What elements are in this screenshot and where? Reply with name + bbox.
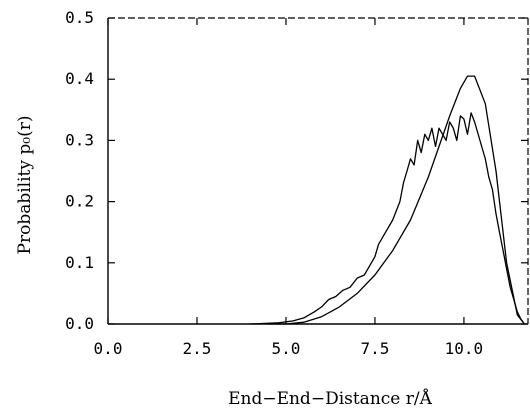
- series-line-smooth: [268, 75, 525, 325]
- y-tick-label: 0.1: [65, 253, 94, 272]
- y-tick-label: 0.0: [65, 314, 94, 333]
- y-axis-ticks: 0.0 0.1 0.2 0.3 0.4 0.5: [65, 8, 528, 333]
- x-axis-ticks: 0.0 2.5 5.0 7.5 10.0: [94, 18, 484, 358]
- x-tick-label: 2.5: [183, 339, 212, 358]
- y-tick-label: 0.5: [65, 8, 94, 27]
- x-tick-label: 10.0: [445, 339, 484, 358]
- x-tick-label: 0.0: [94, 339, 123, 358]
- x-axis-title: End−End−Distance r/Å: [228, 388, 433, 409]
- y-axis-title: Probability p₀(r): [15, 116, 35, 255]
- plot-frame: [107, 17, 529, 325]
- x-tick-label: 7.5: [360, 339, 389, 358]
- series-line-noisy: [250, 112, 525, 325]
- y-tick-label: 0.4: [65, 69, 94, 88]
- y-tick-label: 0.3: [65, 130, 94, 149]
- series-layer: [250, 75, 525, 325]
- y-tick-label: 0.2: [65, 192, 94, 211]
- x-tick-label: 5.0: [272, 339, 301, 358]
